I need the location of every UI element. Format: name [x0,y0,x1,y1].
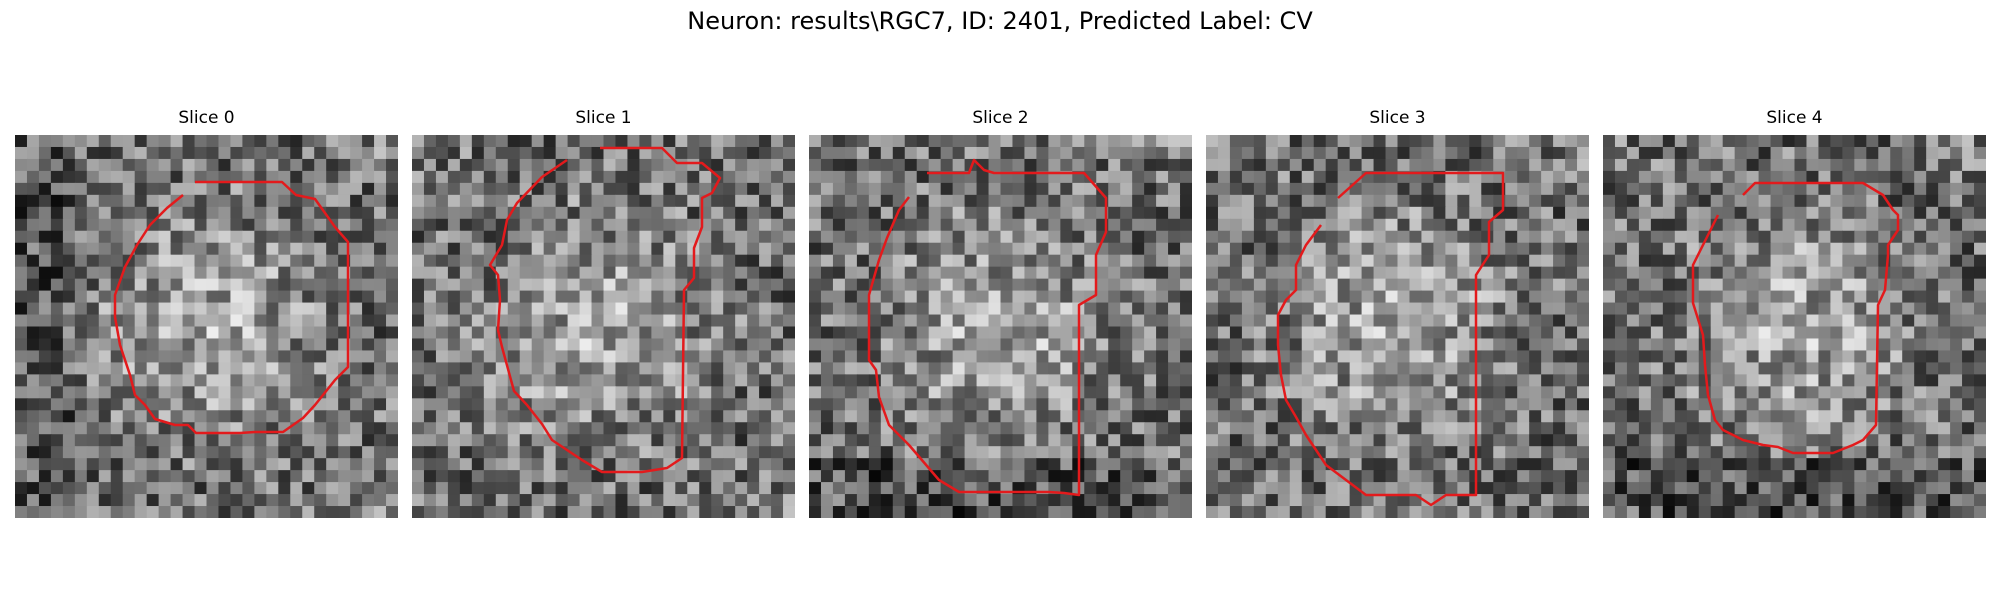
cell-outline [488,146,722,474]
slice-image-0 [15,135,398,518]
pixel-noise [809,135,1192,518]
slice-panel-1: Slice 1 [412,108,795,518]
cell-outline [1691,181,1900,455]
slice-panel-4: Slice 4 [1603,108,1986,518]
cell-outline [113,180,350,435]
pixel-noise [15,135,398,518]
slice-image-1 [412,135,795,518]
slice-image-3 [1206,135,1589,518]
slice-title-1: Slice 1 [575,108,632,128]
slice-panel-3: Slice 3 [1206,108,1589,518]
slice-image-2 [809,135,1192,518]
slice-title-2: Slice 2 [972,108,1029,128]
pixel-noise [1206,135,1589,518]
slice-image-4 [1603,135,1986,518]
slice-panel-0: Slice 0 [15,108,398,518]
cell-outline [867,158,1108,497]
slice-title-0: Slice 0 [178,108,235,128]
pixel-noise [1603,135,1986,518]
slice-title-4: Slice 4 [1766,108,1823,128]
slice-title-3: Slice 3 [1369,108,1426,128]
slice-panel-2: Slice 2 [809,108,1192,518]
figure-title: Neuron: results\RGC7, ID: 2401, Predicte… [687,7,1313,35]
pixel-noise [412,135,795,518]
cell-outline [1276,171,1505,507]
